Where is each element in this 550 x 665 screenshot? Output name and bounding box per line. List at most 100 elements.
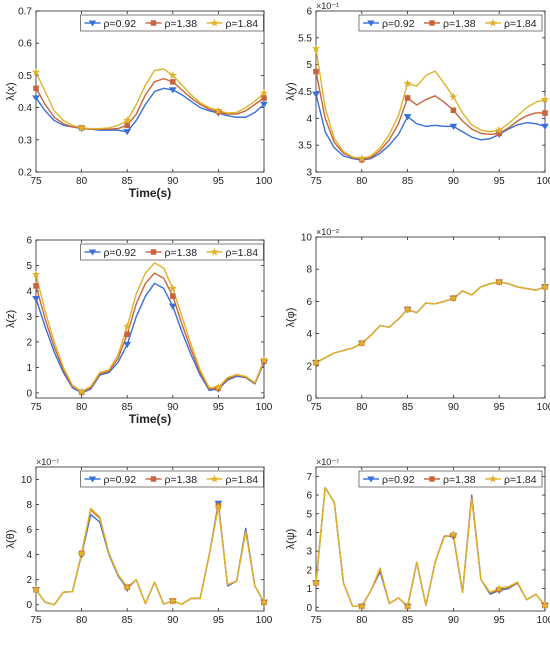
- legend-marker: [489, 18, 497, 27]
- data-point: [33, 85, 39, 92]
- legend-marker: [150, 476, 157, 482]
- y-tick-label: 6: [26, 236, 32, 247]
- x-tick-label: 95: [494, 402, 506, 413]
- data-point: [540, 601, 550, 609]
- chart-panel-3: 75 80 85 90 95 100 0 1 2 3 4 5 6 Time(s) λ(z) ρ=0.92 ρ=1…: [5, 236, 273, 427]
- y-tick-label: 10: [21, 475, 33, 486]
- series-line-3: [35, 68, 265, 130]
- y-axis-label: λ(x): [5, 82, 17, 100]
- legend-box: [80, 470, 264, 488]
- x-tick-label: 95: [494, 615, 506, 626]
- x-tick-label: 80: [356, 402, 368, 413]
- data-point: [124, 122, 130, 129]
- legend: ρ=0.92 ρ=1.38 ρ=1.84: [80, 243, 264, 261]
- y-tick-label: 6: [26, 525, 32, 536]
- data-point: [77, 549, 86, 557]
- data-point: [357, 338, 366, 347]
- data-point: [495, 584, 504, 593]
- y-tick-label: 8: [306, 265, 312, 276]
- x-tick-label: 85: [402, 615, 414, 626]
- legend-label: ρ=1.38: [165, 247, 198, 259]
- data-point: [123, 341, 132, 349]
- x-tick-label: 100: [537, 176, 550, 187]
- data-point: [449, 92, 458, 101]
- y-tick-label: 4: [306, 114, 312, 125]
- x-tick-label: 90: [448, 402, 460, 413]
- data-point: [541, 123, 549, 130]
- series-line-1: [315, 94, 546, 161]
- y-tick-label: 3: [306, 547, 312, 558]
- data-point: [259, 355, 269, 364]
- legend-label: ρ=1.38: [443, 474, 476, 486]
- legend-label: ρ=0.92: [104, 247, 137, 259]
- x-axis-label: Time(s): [129, 412, 171, 426]
- x-tick-label: 75: [30, 615, 42, 626]
- data-point: [403, 114, 412, 121]
- y-axis-label: λ(ψ): [285, 529, 297, 550]
- y-tick-label: 0: [306, 603, 312, 614]
- x-tick-label: 95: [213, 615, 225, 626]
- y-tick-label: 3: [306, 168, 312, 179]
- y-tick-label: 1: [26, 363, 32, 374]
- y-tick-label: 2: [306, 565, 312, 576]
- data-point: [123, 116, 132, 124]
- legend: ρ=0.92 ρ=1.38 ρ=1.84: [80, 14, 264, 32]
- y-tick-label: 0.3: [18, 135, 32, 146]
- y-tick-label: 3: [26, 312, 32, 323]
- axis-multiplier: ×10⁻⁷: [316, 457, 339, 467]
- y-tick-label: 5: [306, 60, 312, 71]
- axes-frame: [35, 10, 265, 173]
- axes-frame: [315, 10, 546, 173]
- legend-label: ρ=1.84: [504, 474, 537, 486]
- data-point: [123, 129, 132, 136]
- x-tick-label: 75: [310, 176, 322, 187]
- data-point: [540, 95, 550, 104]
- data-point: [311, 578, 321, 587]
- x-tick-label: 85: [122, 402, 134, 413]
- x-tick-label: 90: [167, 176, 179, 187]
- data-point: [77, 387, 86, 396]
- chart-panel-5: 75 80 85 90 95 100 0 2 4 6 8 10×10⁻⁷ λ(θ) ρ=0.92 ρ=1.3…: [5, 457, 273, 626]
- series-line-3: [315, 48, 546, 160]
- x-tick-label: 80: [76, 402, 88, 413]
- legend-box: [80, 14, 264, 32]
- legend-marker: [210, 18, 219, 27]
- y-tick-label: 0: [26, 600, 32, 611]
- data-point: [123, 322, 132, 331]
- data-point: [449, 530, 458, 538]
- y-tick-label: 6: [306, 491, 312, 502]
- data-point: [259, 597, 269, 606]
- legend-label: ρ=1.38: [165, 18, 198, 30]
- axis-multiplier: ×10⁻²: [316, 227, 339, 237]
- data-point: [31, 67, 41, 76]
- data-point: [495, 125, 504, 134]
- y-tick-label: 7: [306, 472, 312, 483]
- x-tick-label: 75: [310, 402, 322, 413]
- x-tick-label: 100: [256, 615, 273, 626]
- legend-label: ρ=1.84: [504, 18, 537, 30]
- data-point: [168, 71, 177, 79]
- axes-frame: [315, 466, 546, 612]
- data-point: [168, 284, 177, 292]
- axis-multiplier: ×10⁻¹: [316, 1, 339, 11]
- series-line-3: [35, 506, 265, 606]
- y-tick-label: 1: [306, 584, 312, 595]
- data-point: [168, 87, 177, 94]
- x-tick-label: 90: [167, 615, 179, 626]
- axis-multiplier: ×10⁻⁷: [36, 457, 59, 467]
- x-tick-label: 80: [76, 615, 88, 626]
- data-point: [214, 382, 223, 391]
- y-axis-label: λ(φ): [285, 308, 297, 328]
- x-tick-label: 85: [402, 402, 414, 413]
- legend-label: ρ=1.84: [226, 474, 259, 486]
- series-line-2: [35, 272, 265, 394]
- x-tick-label: 85: [122, 176, 134, 187]
- x-tick-label: 90: [448, 615, 460, 626]
- x-tick-label: 75: [30, 176, 42, 187]
- data-point: [540, 282, 550, 291]
- legend-label: ρ=1.38: [165, 474, 198, 486]
- axes-frame: [315, 236, 546, 399]
- x-tick-label: 85: [122, 615, 134, 626]
- y-axis-label: λ(θ): [5, 530, 17, 549]
